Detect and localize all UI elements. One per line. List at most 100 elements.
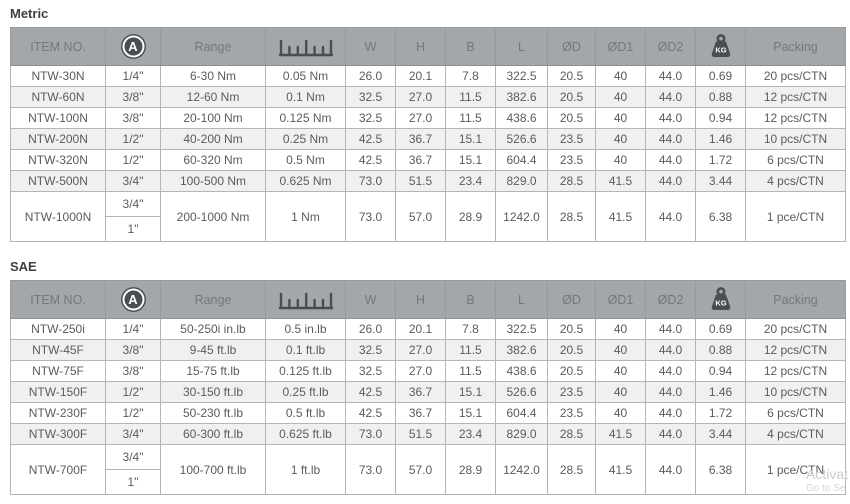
cell-item: NTW-300F — [10, 423, 106, 445]
col-header-d2: ØD2 — [645, 27, 696, 66]
cell-item: NTW-60N — [10, 86, 106, 108]
cell-h: 20.1 — [395, 65, 446, 87]
cell-drive: 1/2" — [105, 149, 161, 171]
cell-range: 20-100 Nm — [160, 107, 266, 129]
cell-d: 20.5 — [547, 360, 596, 382]
table-row: NTW-75F 3/8" 15-75 ft.lb 0.125 ft.lb 32.5 27.… — [10, 360, 846, 382]
cell-w: 42.5 — [345, 381, 396, 403]
table-row: NTW-230F 1/2" 50-230 ft.lb 0.5 ft.lb 42.5 36.… — [10, 402, 846, 424]
cell-drive: 1/2" — [105, 402, 161, 424]
cell-l: 604.4 — [495, 149, 548, 171]
cell-packing: 4 pcs/CTN — [745, 170, 846, 192]
col-header-d2: ØD2 — [645, 280, 696, 319]
cell-drive: 3/4" — [105, 191, 161, 217]
col-header-l: L — [495, 27, 548, 66]
cell-packing: 1 pce/CTN — [745, 444, 846, 495]
cell-b: 11.5 — [445, 339, 496, 361]
col-header-drive: A — [105, 27, 161, 66]
cell-kg: 1.72 — [695, 402, 746, 424]
sae-section-title: SAE — [10, 259, 37, 274]
cell-item: NTW-100N — [10, 107, 106, 129]
cell-w: 73.0 — [345, 170, 396, 192]
table-row: NTW-30N 1/4" 6-30 Nm 0.05 Nm 26.0 20.1 7.8 322.… — [10, 65, 846, 87]
graduation-ruler-icon — [278, 292, 333, 309]
cell-h: 36.7 — [395, 402, 446, 424]
cell-h: 57.0 — [395, 191, 446, 242]
cell-b: 15.1 — [445, 381, 496, 403]
cell-w: 73.0 — [345, 423, 396, 445]
cell-packing: 10 pcs/CTN — [745, 128, 846, 150]
col-header-drive: A — [105, 280, 161, 319]
col-header-d: ØD — [547, 280, 596, 319]
cell-graduation: 0.125 Nm — [265, 107, 346, 129]
cell-item: NTW-75F — [10, 360, 106, 382]
cell-d: 28.5 — [547, 170, 596, 192]
table-row: NTW-500N 3/4" 100-500 Nm 0.625 Nm 73.0 51.5 23… — [10, 170, 846, 192]
cell-b: 28.9 — [445, 444, 496, 495]
col-header-item: ITEM NO. — [10, 280, 106, 319]
cell-graduation: 0.25 ft.lb — [265, 381, 346, 403]
cell-h: 27.0 — [395, 339, 446, 361]
cell-d1: 40 — [595, 149, 646, 171]
cell-d2: 44.0 — [645, 423, 696, 445]
col-header-range: Range — [160, 280, 266, 319]
table-row: 1" — [11, 216, 846, 242]
cell-range: 60-300 ft.lb — [160, 423, 266, 445]
cell-h: 27.0 — [395, 86, 446, 108]
col-header-packing: Packing — [745, 280, 846, 319]
table-row: NTW-45F 3/8" 9-45 ft.lb 0.1 ft.lb 32.5 27.0 11… — [10, 339, 846, 361]
cell-d: 23.5 — [547, 402, 596, 424]
cell-range: 40-200 Nm — [160, 128, 266, 150]
cell-kg: 0.69 — [695, 318, 746, 340]
cell-l: 1242.0 — [495, 444, 548, 495]
cell-d2: 44.0 — [645, 170, 696, 192]
col-header-item: ITEM NO. — [10, 27, 106, 66]
cell-drive: 3/4" — [105, 423, 161, 445]
weight-kg-icon: KG — [711, 34, 730, 58]
cell-graduation: 0.5 Nm — [265, 149, 346, 171]
metric-table: ITEM NO. A Range W H — [10, 27, 846, 242]
metric-section-title: Metric — [10, 6, 49, 21]
cell-graduation: 0.5 in.lb — [265, 318, 346, 340]
cell-drive: 1/4" — [105, 318, 161, 340]
cell-b: 7.8 — [445, 318, 496, 340]
cell-range: 12-60 Nm — [160, 86, 266, 108]
square-drive-icon: A — [120, 34, 146, 59]
cell-d2: 44.0 — [645, 381, 696, 403]
col-header-d: ØD — [547, 27, 596, 66]
cell-h: 20.1 — [395, 318, 446, 340]
cell-d2: 44.0 — [645, 149, 696, 171]
cell-packing: 10 pcs/CTN — [745, 381, 846, 403]
cell-h: 27.0 — [395, 107, 446, 129]
cell-l: 526.6 — [495, 381, 548, 403]
cell-l: 438.6 — [495, 107, 548, 129]
table-row: NTW-700F 3/4" 100-700 ft.lb 1 ft.lb 73.0 57.0… — [10, 444, 846, 495]
cell-d1: 41.5 — [595, 423, 646, 445]
cell-item: NTW-30N — [10, 65, 106, 87]
cell-packing: 12 pcs/CTN — [745, 339, 846, 361]
cell-graduation: 0.05 Nm — [265, 65, 346, 87]
cell-item: NTW-500N — [10, 170, 106, 192]
cell-item: NTW-700F — [10, 444, 106, 495]
cell-h: 36.7 — [395, 128, 446, 150]
cell-graduation: 1 Nm — [265, 191, 346, 242]
cell-d2: 44.0 — [645, 86, 696, 108]
cell-h: 36.7 — [395, 149, 446, 171]
cell-drive: 3/8" — [105, 339, 161, 361]
cell-b: 28.9 — [445, 191, 496, 242]
cell-graduation: 0.1 Nm — [265, 86, 346, 108]
cell-d2: 44.0 — [645, 107, 696, 129]
cell-kg: 3.44 — [695, 170, 746, 192]
col-header-weight: KG — [695, 280, 746, 319]
table-header-row: ITEM NO. A Range W H — [10, 280, 846, 319]
cell-l: 1242.0 — [495, 191, 548, 242]
cell-w: 42.5 — [345, 402, 396, 424]
cell-packing: 12 pcs/CTN — [745, 107, 846, 129]
cell-b: 11.5 — [445, 86, 496, 108]
cell-drive: 1/4" — [105, 65, 161, 87]
cell-packing: 12 pcs/CTN — [745, 360, 846, 382]
table-row: NTW-150F 1/2" 30-150 ft.lb 0.25 ft.lb 42.5 36… — [10, 381, 846, 403]
weight-kg-icon: KG — [711, 287, 730, 310]
col-header-h: H — [395, 280, 446, 319]
